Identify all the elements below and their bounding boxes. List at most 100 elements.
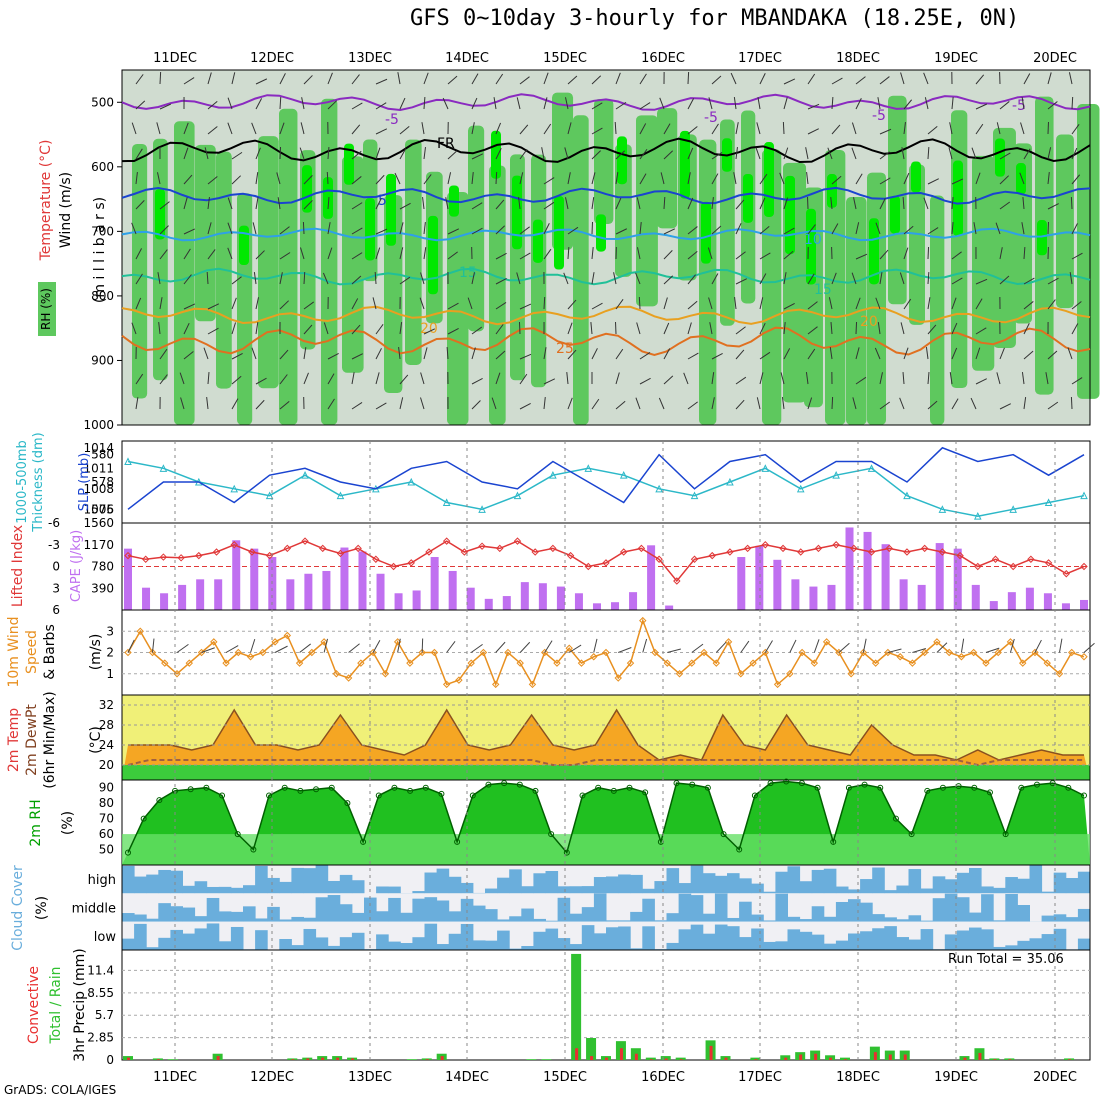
wind-barb bbox=[375, 348, 382, 360]
precip-conv-bar bbox=[619, 1048, 623, 1060]
wind-barb bbox=[495, 324, 504, 335]
wind-barb bbox=[255, 78, 268, 85]
wind-barb bbox=[779, 172, 785, 185]
lifted-index-line-marker bbox=[991, 555, 1000, 563]
wind-barb bbox=[495, 277, 507, 285]
rh-contour-mid bbox=[909, 164, 926, 325]
lifted-index-line-marker bbox=[265, 551, 274, 560]
wind-barb bbox=[951, 347, 958, 360]
cloud-cell bbox=[170, 870, 183, 894]
wind-barb bbox=[159, 71, 162, 85]
precip-conv-bar bbox=[156, 1059, 160, 1060]
wind-barb bbox=[567, 226, 579, 235]
top-date-label: 13DEC bbox=[348, 51, 392, 66]
precip-conv-bar bbox=[784, 1057, 788, 1060]
cape-bar bbox=[971, 584, 980, 610]
cloud-cell bbox=[630, 874, 643, 894]
wind-barb bbox=[423, 247, 427, 260]
top-date-label: 17DEC bbox=[738, 51, 782, 66]
wind10-unit-label: (m/s) bbox=[88, 634, 104, 671]
wind-barb bbox=[1070, 396, 1073, 410]
wind-barb bbox=[471, 122, 475, 135]
cloud-cell bbox=[557, 897, 571, 922]
wind-barb bbox=[951, 197, 954, 210]
wind-barb bbox=[614, 121, 617, 135]
wind-barb bbox=[975, 172, 981, 185]
lifted-index-line-marker bbox=[319, 544, 327, 553]
wind-speed-line-marker bbox=[1080, 653, 1088, 661]
wind-barb bbox=[543, 378, 556, 385]
wind-barb bbox=[1071, 124, 1080, 135]
isotherm-label: -5 bbox=[704, 110, 718, 126]
wind-barb bbox=[541, 147, 545, 160]
wind-barb bbox=[279, 374, 288, 385]
wind-barb bbox=[995, 222, 1001, 235]
cloud-cell bbox=[218, 941, 232, 950]
precip-conv-bar bbox=[306, 1058, 310, 1060]
cloud-cell bbox=[835, 940, 849, 950]
wind-barb bbox=[471, 172, 474, 185]
precip-conv-bar bbox=[978, 1052, 982, 1060]
wind-barb bbox=[327, 100, 337, 110]
wind-barb bbox=[658, 397, 665, 410]
cloud-cell bbox=[860, 931, 873, 950]
rh-contour-mid bbox=[342, 156, 364, 373]
wind-barb bbox=[156, 172, 161, 185]
cloud-cell bbox=[956, 897, 970, 922]
cloud-cell bbox=[993, 946, 1006, 950]
isotherm-label: 20 bbox=[860, 314, 878, 330]
wind-barb bbox=[877, 97, 881, 110]
wind-barb bbox=[300, 247, 305, 260]
wind-speed-line-marker bbox=[969, 648, 978, 657]
cloud-cell bbox=[920, 929, 934, 950]
lifted-index-line-marker bbox=[442, 537, 451, 545]
wind-barb bbox=[131, 322, 137, 335]
wind-barb bbox=[639, 173, 647, 185]
wind-barb bbox=[180, 397, 185, 410]
wind-barb bbox=[351, 150, 362, 160]
wind-barb bbox=[183, 228, 196, 235]
cloud-cell bbox=[1065, 917, 1079, 922]
cloud-cell bbox=[1029, 938, 1043, 950]
wind-barb bbox=[639, 377, 651, 385]
rh-contour-mid bbox=[174, 121, 195, 425]
wind-barb bbox=[351, 102, 363, 110]
rh-axis-label: RH (%) bbox=[39, 288, 53, 330]
wind-barb bbox=[495, 225, 506, 235]
cape-bar bbox=[1080, 599, 1088, 610]
wind-barb bbox=[1071, 301, 1082, 310]
cloud-cell bbox=[751, 914, 764, 922]
wind-barb bbox=[707, 247, 713, 260]
wind-barb bbox=[663, 348, 671, 360]
precip-conv-bar bbox=[814, 1053, 818, 1060]
rh-contour-mid bbox=[531, 154, 547, 388]
cloud-cell bbox=[1041, 891, 1055, 894]
wind-barb bbox=[543, 248, 552, 260]
wind-barb bbox=[495, 147, 502, 160]
cloud-cell bbox=[1041, 915, 1055, 922]
rh-contour-bright bbox=[491, 130, 501, 179]
cloud-cell bbox=[702, 933, 716, 950]
isotherm-label: -5 bbox=[872, 108, 886, 124]
rh-line-marker bbox=[156, 797, 163, 804]
wind-barb bbox=[251, 347, 257, 360]
precip-conv-bar bbox=[605, 1057, 608, 1060]
wind-barb-10m bbox=[495, 641, 506, 653]
lifted-index-line-marker bbox=[372, 555, 380, 563]
wind-barb bbox=[543, 201, 555, 210]
wind-barb bbox=[399, 148, 407, 160]
cloud-cell bbox=[279, 881, 292, 894]
slp-tick-label: 1011 bbox=[83, 461, 114, 475]
wind-barb-10m bbox=[176, 643, 189, 653]
cloud-cell bbox=[134, 923, 147, 950]
lifted-index-line-marker bbox=[549, 544, 557, 553]
rh-contour-mid bbox=[447, 191, 469, 425]
cloud-cell bbox=[884, 890, 897, 894]
wind-barb bbox=[131, 122, 137, 135]
wind-barb bbox=[927, 297, 931, 310]
wind-barb bbox=[159, 201, 170, 210]
cloud-cell bbox=[1053, 928, 1067, 950]
wind-barb bbox=[638, 296, 641, 310]
precip-bar bbox=[586, 1038, 597, 1060]
wind-barb bbox=[687, 197, 694, 210]
